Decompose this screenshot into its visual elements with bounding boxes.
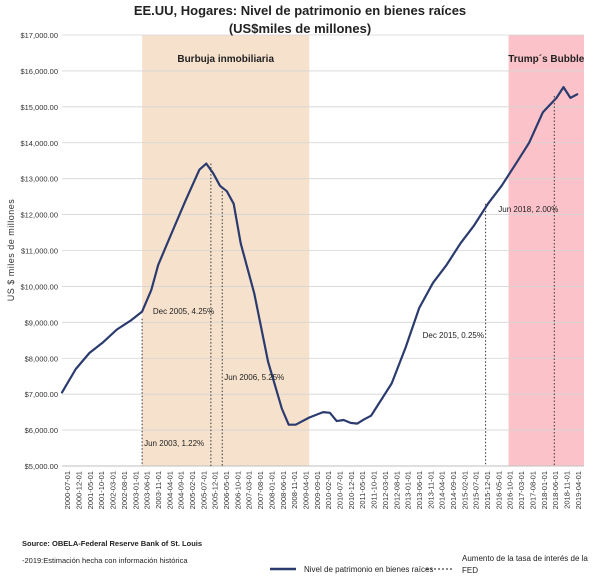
y-tick-label: $8,000.00 [25, 354, 58, 363]
y-tick-label: $12,000.00 [20, 211, 58, 220]
legend-label-patrimonio: Nivel de patrimonio en bienes raíces [304, 565, 433, 574]
annotation-labels: Jun 2003, 1.22% Dec 2005, 4.25% Jun 2006, … [144, 54, 585, 448]
source-line-2: -2019:Estimación hecha con información h… [22, 556, 188, 565]
x-tick-label: 2002-03-01 [109, 471, 118, 509]
x-tick-label: 2001-05-01 [86, 471, 95, 509]
x-tick-label: 2018-01-01 [540, 471, 549, 509]
x-tick-label: 2018-06-01 [551, 471, 560, 509]
x-tick-label: 2017-03-01 [517, 471, 526, 509]
x-tick-label: 2018-11-01 [562, 471, 571, 509]
chart-subtitle: (US$miles de millones) [229, 21, 371, 36]
legend: Nivel de patrimonio en bienes raíces Aum… [270, 554, 590, 575]
fed-label-1: Dec 2005, 4.25% [153, 307, 214, 316]
x-tick-label: 2002-08-01 [120, 471, 129, 509]
x-tick-label: 2007-08-01 [256, 471, 265, 509]
y-tick-label: $15,000.00 [20, 103, 58, 112]
x-tick-label: 2015-07-01 [472, 471, 481, 509]
x-tick-label: 2010-02-01 [324, 471, 333, 509]
x-tick-label: 2000-12-01 [75, 471, 84, 509]
x-tick-label: 2012-03-01 [381, 471, 390, 509]
x-tick-label: 2008-11-01 [290, 471, 299, 509]
x-tick-label: 2003-01-01 [131, 471, 140, 509]
y-tick-label: $13,000.00 [20, 175, 58, 184]
x-tick-label: 2004-04-01 [165, 471, 174, 509]
y-tick-label: $5,000.00 [25, 462, 58, 471]
x-tick-label: 2015-12-01 [483, 471, 492, 509]
y-tick-label: $16,000.00 [20, 67, 58, 76]
x-tick-label: 2016-10-01 [506, 471, 515, 509]
x-tick-label: 2008-01-01 [267, 471, 276, 509]
x-tick-label: 2003-06-01 [143, 471, 152, 509]
y-tick-label: $14,000.00 [20, 139, 58, 148]
y-tick-label: $6,000.00 [25, 426, 58, 435]
y-tick-label: $17,000.00 [20, 31, 58, 40]
y-axis: $5,000.00 $6,000.00 $7,000.00 $8,000.00 $9,0… [20, 31, 584, 471]
x-tick-label: 2016-05-01 [494, 471, 503, 509]
x-axis: 2000-07-01 2000-12-01 2001-05-01 2001-10-01… [63, 471, 583, 509]
x-tick-label: 2001-10-01 [97, 471, 106, 509]
x-tick-label: 2014-09-01 [449, 471, 458, 509]
fed-label-3: Dec 2015, 0.25% [423, 331, 484, 340]
x-tick-label: 2013-01-01 [404, 471, 413, 509]
x-tick-label: 2007-03-01 [245, 471, 254, 509]
fed-label-0: Jun 2003, 1.22% [144, 439, 204, 448]
x-tick-label: 2006-10-01 [233, 471, 242, 509]
x-tick-label: 2003-11-01 [154, 471, 163, 509]
x-tick-label: 2012-08-01 [392, 471, 401, 509]
x-tick-label: 2015-02-01 [460, 471, 469, 509]
legend-label-fed: Aumento de la tasa de interés de la FED [462, 554, 590, 575]
series-line-0 [60, 85, 579, 426]
x-tick-label: 2013-06-01 [415, 471, 424, 509]
region-label-0: Burbuja inmobiliaria [177, 54, 274, 65]
x-tick-label: 2004-09-01 [177, 471, 186, 509]
fed-label-2: Jun 2006, 5.25% [224, 373, 284, 382]
x-tick-label: 2011-10-01 [370, 471, 379, 509]
y-axis-label: US $ miles de millones [6, 199, 16, 302]
x-tick-label: 2005-02-01 [188, 471, 197, 509]
series-lines [60, 85, 579, 426]
x-tick-label: 2008-06-01 [279, 471, 288, 509]
region-label-1: Trump´s Bubble [508, 54, 585, 65]
y-tick-label: $9,000.00 [25, 318, 58, 327]
x-tick-label: 2019-04-01 [574, 471, 583, 509]
x-tick-label: 2000-07-01 [63, 471, 72, 509]
x-tick-label: 2010-07-01 [336, 471, 345, 509]
x-tick-label: 2009-09-01 [313, 471, 322, 509]
x-tick-label: 2013-11-01 [426, 471, 435, 509]
x-tick-label: 2011-05-01 [358, 471, 367, 509]
fed-rate-markers [141, 96, 555, 466]
x-tick-label: 2014-04-01 [438, 471, 447, 509]
y-tick-label: $7,000.00 [25, 390, 58, 399]
source-line-1: Source: OBELA-Federal Reserve Bank of St… [22, 539, 202, 548]
x-tick-label: 2009-04-01 [301, 471, 310, 509]
fed-label-4: Jun 2018, 2.00% [498, 205, 558, 214]
x-tick-label: 2005-07-01 [199, 471, 208, 509]
chart-title: EE.UU, Hogares: Nivel de patrimonio en b… [134, 3, 466, 18]
gridlines [62, 34, 584, 467]
x-tick-label: 2005-12-01 [211, 471, 220, 509]
x-tick-label: 2017-08-01 [528, 471, 537, 509]
y-tick-label: $11,000.00 [21, 247, 58, 256]
x-tick-label: 2010-12-01 [347, 471, 356, 509]
x-tick-label: 2006-05-01 [222, 471, 231, 509]
y-tick-label: $10,000.00 [20, 282, 58, 291]
